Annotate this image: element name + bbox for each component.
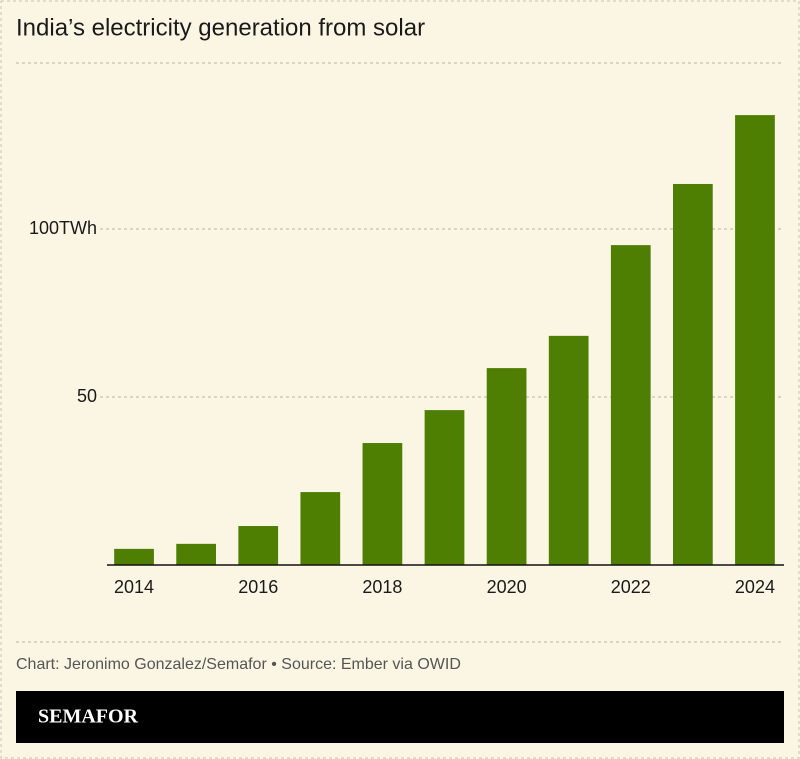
brand-bar [16,691,784,743]
brand-logo: SEMAFOR [38,706,139,728]
x-tick-label: 2020 [487,577,527,597]
bar [610,245,651,566]
bar [114,548,154,565]
x-tick-label: 2014 [114,577,154,597]
source-note: Chart: Jeronimo Gonzalez/Semafor • Sourc… [16,656,461,673]
x-tick-label: 2018 [362,577,402,597]
bar [735,115,775,565]
bar [176,543,217,565]
x-tick-label: 2022 [611,577,651,597]
bar [362,443,403,565]
bar [424,410,465,565]
bar [486,368,527,565]
x-tick-label: 2016 [238,577,278,597]
bar [300,492,341,565]
bar [548,335,589,565]
y-tick-label: 100TWh [29,218,97,238]
bar [672,183,713,565]
chart-title: India’s electricity generation from sola… [16,14,425,41]
x-tick-label: 2024 [735,577,775,597]
y-tick-label: 50 [77,386,97,406]
bar [238,526,279,565]
